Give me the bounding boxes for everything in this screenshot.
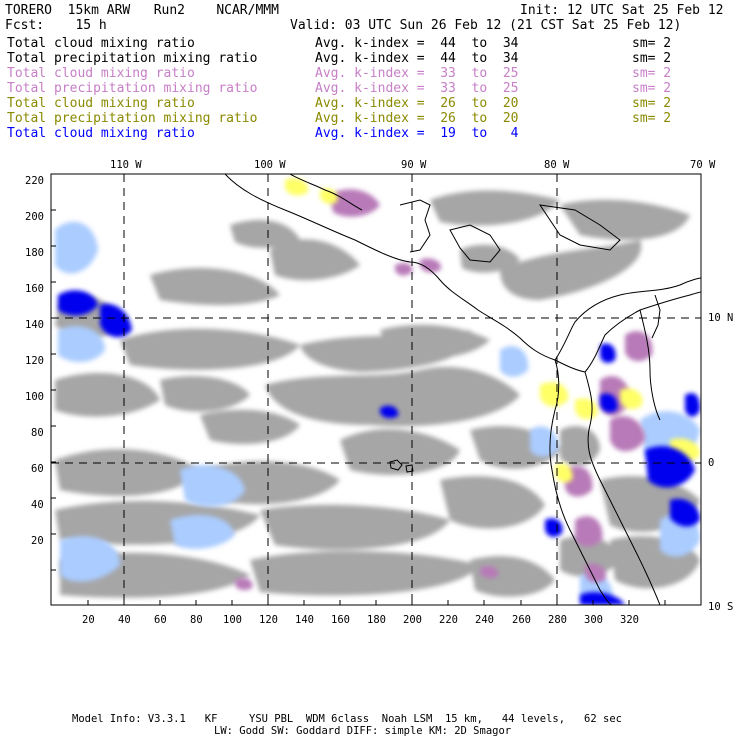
lon-label: 110 W: [110, 159, 142, 171]
x-tick-label: 280: [548, 614, 567, 626]
legend-row-kindex: Avg. k-index = 33 to 25: [315, 66, 519, 81]
legend-row-sm: sm= 2: [632, 36, 672, 51]
lon-label: 90 W: [401, 159, 427, 171]
lon-label: 70 W: [690, 159, 716, 171]
x-tick-label: 80: [190, 614, 203, 626]
header-init: Init: 12 UTC Sat 25 Feb 12: [520, 3, 724, 18]
x-tick-label: 260: [512, 614, 531, 626]
header-forecast: Fcst: 15 h: [5, 18, 107, 33]
lon-label: 100 W: [254, 159, 286, 171]
x-tick-label: 320: [620, 614, 639, 626]
x-tick-label: 200: [403, 614, 422, 626]
legend-row-name: Total cloud mixing ratio: [7, 126, 195, 141]
legend-row-kindex: Avg. k-index = 26 to 20: [315, 111, 519, 126]
legend-row-name: Total cloud mixing ratio: [7, 36, 195, 51]
purple-field: [235, 189, 653, 591]
x-tick-label: 160: [331, 614, 350, 626]
lon-label: 80 W: [544, 159, 570, 171]
y-tick-label: 200: [25, 211, 44, 223]
light-blue-field: [55, 221, 700, 604]
x-tick-label: 180: [367, 614, 386, 626]
lat-label: 10 N: [708, 312, 734, 324]
legend-row-sm: sm= 2: [632, 66, 672, 81]
x-tick-label: 300: [584, 614, 603, 626]
yellow-field: [285, 178, 700, 483]
x-tick-label: 20: [82, 614, 95, 626]
field-layers: [55, 178, 700, 605]
footer-model-info: Model Info: V3.3.1 KF YSU PBL WDM 6class…: [72, 713, 622, 725]
legend-row-kindex: Avg. k-index = 33 to 25: [315, 81, 519, 96]
legend-row-name: Total precipitation mixing ratio: [7, 81, 258, 96]
legend-row-name: Total cloud mixing ratio: [7, 96, 195, 111]
lat-label: 0: [708, 457, 715, 469]
legend-row-kindex: Avg. k-index = 19 to 4: [315, 126, 519, 141]
lat-label: 10 S: [708, 601, 734, 613]
x-tick-label: 120: [259, 614, 278, 626]
graticule: [51, 174, 701, 605]
footer-physics-info: LW: Godd SW: Goddard DIFF: simple KM: 2D…: [214, 725, 512, 737]
y-tick-label: 100: [25, 391, 44, 403]
header-valid: Valid: 03 UTC Sun 26 Feb 12 (21 CST Sat …: [290, 18, 682, 33]
y-tick-label: 160: [25, 283, 44, 295]
legend-row-sm: sm= 2: [632, 96, 672, 111]
y-tick-label: 220: [25, 175, 44, 187]
y-tick-label: 120: [25, 355, 44, 367]
header-line1-left: TORERO 15km ARW Run2 NCAR/MMM: [5, 3, 279, 18]
y-tick-label: 60: [31, 463, 44, 475]
legend-row-name: Total precipitation mixing ratio: [7, 51, 258, 66]
y-tick-label: 180: [25, 247, 44, 259]
legend-row-name: Total cloud mixing ratio: [7, 66, 195, 81]
x-tick-label: 40: [118, 614, 131, 626]
legend-row-kindex: Avg. k-index = 26 to 20: [315, 96, 519, 111]
y-tick-label: 80: [31, 427, 44, 439]
legend-row-name: Total precipitation mixing ratio: [7, 111, 258, 126]
x-tick-label: 240: [475, 614, 494, 626]
legend-row-sm: sm= 2: [632, 51, 672, 66]
legend-row-sm: sm= 2: [632, 81, 672, 96]
y-tick-label: 20: [31, 535, 44, 547]
y-tick-label: 40: [31, 499, 44, 511]
coastline: [224, 174, 701, 605]
x-tick-label: 100: [223, 614, 242, 626]
x-tick-label: 140: [295, 614, 314, 626]
legend-row-kindex: Avg. k-index = 44 to 34: [315, 36, 519, 51]
x-tick-label: 220: [439, 614, 458, 626]
legend-row-kindex: Avg. k-index = 44 to 34: [315, 51, 519, 66]
x-tick-label: 60: [154, 614, 167, 626]
axis-ticks: [51, 209, 666, 605]
y-tick-label: 140: [25, 319, 44, 331]
legend-row-sm: sm= 2: [632, 111, 672, 126]
gray-cloud-field: [55, 190, 700, 598]
